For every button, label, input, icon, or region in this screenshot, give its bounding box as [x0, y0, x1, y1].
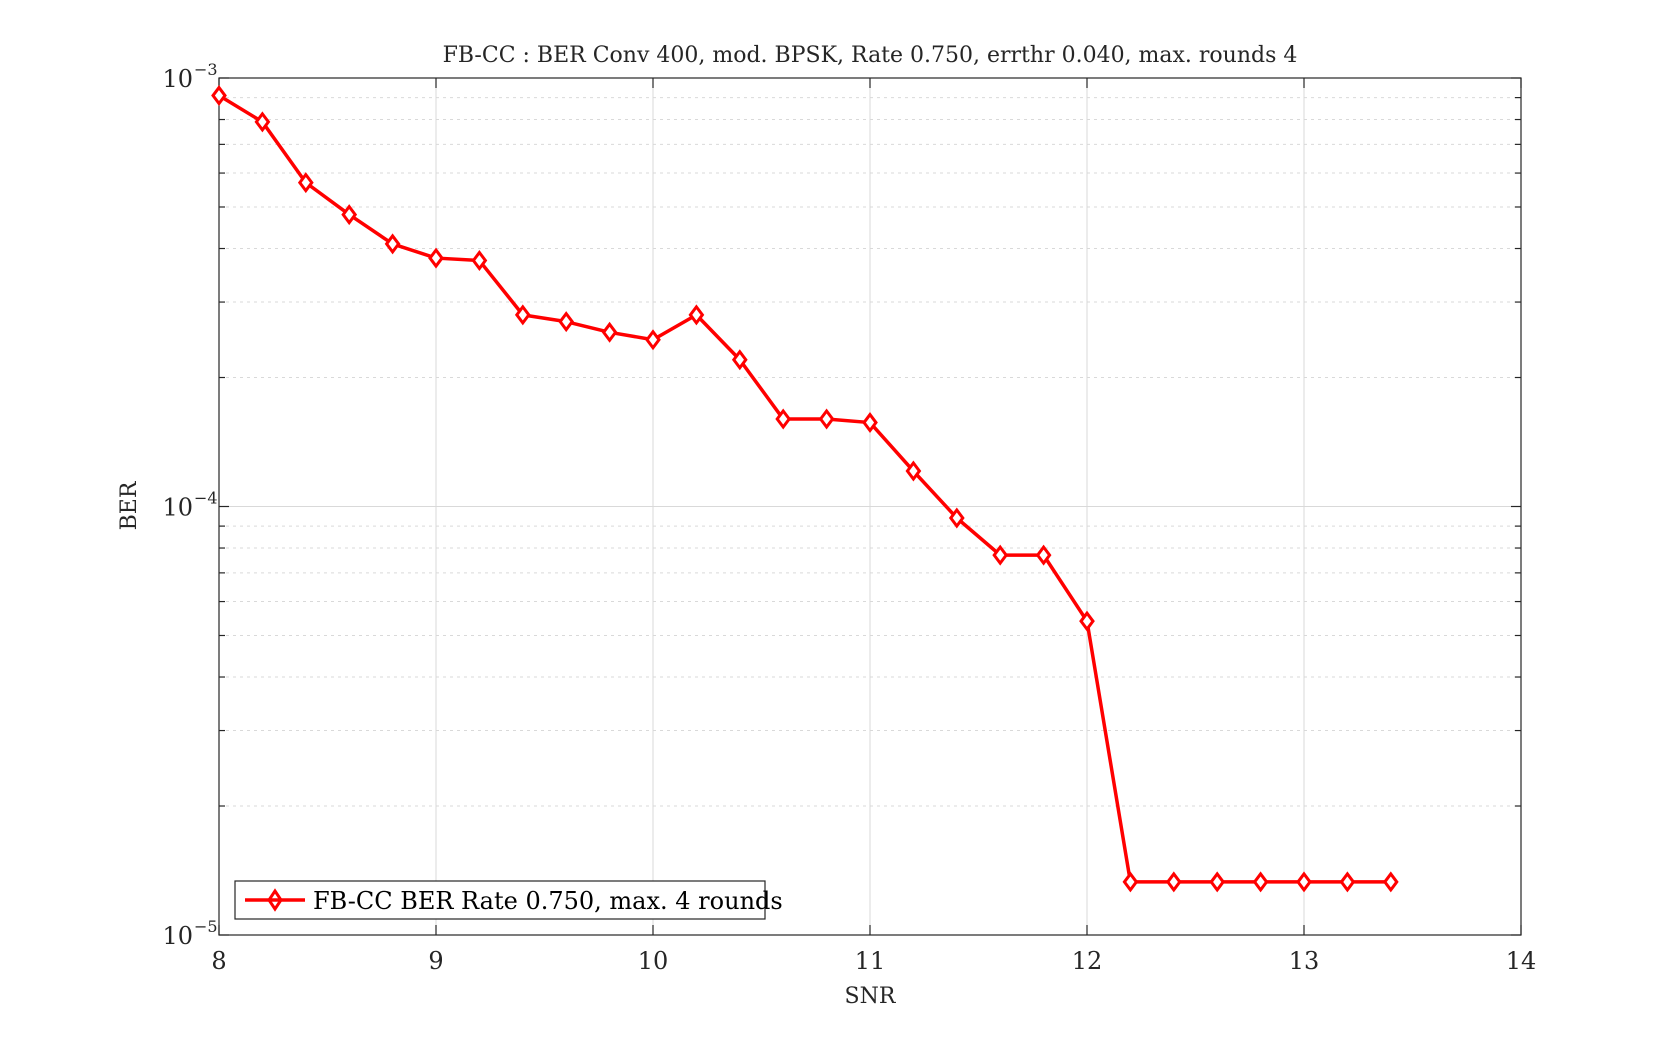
- data-point-diamond: [1339, 871, 1356, 893]
- legend: FB-CC BER Rate 0.750, max. 4 rounds: [234, 880, 783, 920]
- legend-diamond-icon: [267, 888, 283, 912]
- data-point-diamond: [905, 460, 922, 482]
- data-point-diamond: [471, 250, 488, 272]
- data-point-diamond: [558, 311, 575, 333]
- chart-title: FB-CC : BER Conv 400, mod. BPSK, Rate 0.…: [443, 43, 1298, 68]
- data-point-diamond: [211, 85, 227, 107]
- data-point-diamond: [862, 412, 878, 434]
- data-point-diamond: [1296, 871, 1312, 893]
- data-point-diamond: [948, 507, 965, 529]
- data-point-diamond: [688, 304, 705, 326]
- data-point-diamond: [514, 304, 531, 326]
- legend-box: [234, 880, 766, 920]
- x-tick-label: 11: [855, 947, 886, 975]
- x-tick-label: 9: [428, 947, 443, 975]
- x-tick-label: 10: [638, 947, 669, 975]
- data-point-diamond: [297, 172, 314, 194]
- data-point-diamond: [1165, 871, 1182, 893]
- y-tick-base: 10: [162, 494, 193, 522]
- y-axis-label: BER: [117, 480, 142, 530]
- data-point-diamond: [645, 329, 661, 351]
- y-tick-base: 10: [162, 65, 193, 93]
- y-tick-label: 10: [162, 65, 193, 93]
- x-tick-labels: 8 9 10 11 12 13 14: [211, 947, 1536, 975]
- y-tick-label: 10: [162, 922, 193, 950]
- data-point-diamond: [1122, 871, 1139, 893]
- axis-ticks: [218, 77, 1522, 936]
- legend-entry-label: FB-CC BER Rate 0.750, max. 4 rounds: [313, 887, 783, 915]
- x-tick-label: 12: [1072, 947, 1103, 975]
- data-point-diamond: [1035, 544, 1052, 566]
- y-tick-exponent: −4: [194, 489, 218, 508]
- y-tick-label: 10: [162, 494, 193, 522]
- data-point-diamond: [1252, 871, 1269, 893]
- data-point-diamond: [428, 247, 444, 269]
- y-tick-exponent: −3: [194, 60, 218, 79]
- y-tick-base: 10: [162, 922, 193, 950]
- data-point-diamond: [818, 408, 835, 430]
- x-tick-label: 13: [1289, 947, 1320, 975]
- grid: [219, 78, 1521, 935]
- x-axis-label: SNR: [845, 984, 897, 1009]
- series-line: [218, 94, 1391, 884]
- x-tick-label: 8: [211, 947, 226, 975]
- data-point-diamond: [254, 111, 271, 133]
- y-tick-exponent: −5: [194, 917, 218, 936]
- y-tick-labels: 10−310−410−5: [162, 60, 217, 950]
- data-point-diamond: [992, 544, 1009, 566]
- x-tick-label: 14: [1506, 947, 1537, 975]
- data-point-diamond: [384, 233, 401, 255]
- data-point-diamond: [1209, 871, 1226, 893]
- data-point-diamond: [601, 321, 618, 343]
- series-layer: [211, 85, 1399, 893]
- data-point-diamond: [1079, 610, 1095, 632]
- data-point-diamond: [1382, 871, 1399, 893]
- data-point-diamond: [775, 408, 792, 430]
- data-point-diamond: [341, 204, 358, 226]
- data-point-diamond: [731, 349, 748, 371]
